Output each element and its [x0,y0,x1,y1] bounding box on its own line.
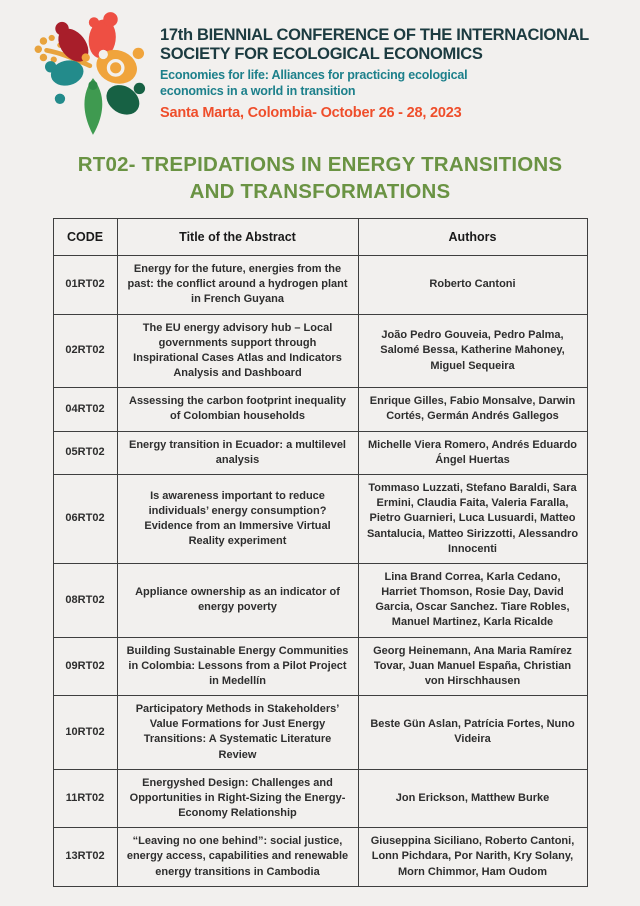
column-header-code: CODE [52,218,118,257]
abstract-authors: Roberto Cantoni [357,255,588,315]
session-title: RT02- TREPIDATIONS IN ENERGY TRANSITIONS… [0,151,640,205]
conference-title-line1: 17th BIENNIAL CONFERENCE OF THE INTERNAC… [160,26,589,44]
abstract-title: Assessing the carbon footprint inequalit… [116,387,359,432]
table-row: 05RT02 Energy transition in Ecuador: a m… [52,430,588,475]
abstract-title: “Leaving no one behind”: social justice,… [116,827,359,887]
table-row: 11RT02 Energyshed Design: Challenges and… [52,768,588,829]
abstract-authors: Tommaso Luzzati, Stefano Baraldi, Sara E… [357,473,588,564]
table-row: 13RT02 “Leaving no one behind”: social j… [52,827,588,887]
abstract-title: Energyshed Design: Challenges and Opport… [116,768,359,829]
session-title-line1: RT02- TREPIDATIONS IN ENERGY TRANSITIONS [77,153,563,176]
abstract-authors: Jon Erickson, Matthew Burke [357,768,588,829]
table-row: 09RT02 Building Sustainable Energy Commu… [52,636,588,697]
abstract-authors: Lina Brand Correa, Karla Cedano, Harriet… [357,562,588,638]
table-row: 04RT02 Assessing the carbon footprint in… [52,387,588,432]
abstract-code: 09RT02 [52,636,118,697]
hibiscus-flower-logo-icon [30,8,158,138]
abstract-title: Participatory Methods in Stakeholders’ V… [116,695,359,770]
abstract-authors: Beste Gün Aslan, Patrícia Fortes, Nuno V… [357,695,588,770]
abstract-authors: Georg Heinemann, Ana Maria Ramírez Tovar… [357,636,588,697]
abstract-code: 06RT02 [52,473,118,564]
abstracts-table: CODE Title of the Abstract Authors 01RT0… [52,218,588,887]
abstract-title: Energy for the future, energies from the… [116,255,359,315]
conference-title-line2: SOCIETY FOR ECOLOGICAL ECONOMICS [160,45,483,64]
conference-location-date: Santa Marta, Colombia- October 26 - 28, … [160,104,462,121]
abstract-code: 08RT02 [52,562,118,638]
abstract-code: 10RT02 [52,695,118,770]
abstract-title: Is awareness important to reduce individ… [116,473,359,564]
abstract-authors: Michelle Viera Romero, Andrés Eduardo Án… [357,430,588,475]
table-row: 02RT02 The EU energy advisory hub – Loca… [52,313,588,389]
table-row: 06RT02 Is awareness important to reduce … [52,473,588,564]
table-row: 08RT02 Appliance ownership as an indicat… [52,562,588,638]
conference-header-text: 17th BIENNIAL CONFERENCE OF THE INTERNAC… [160,8,589,121]
abstract-code: 05RT02 [52,430,118,475]
abstract-title: Building Sustainable Energy Communities … [116,636,359,697]
conference-header: 17th BIENNIAL CONFERENCE OF THE INTERNAC… [0,0,640,138]
hibiscus-flower-logo-graphic [34,12,146,135]
conference-subtitle: Economies for life: Alliances for practi… [160,68,589,99]
abstract-code: 11RT02 [52,768,118,829]
session-title-line2: AND TRANSFORMATIONS [189,180,451,204]
abstract-title: Appliance ownership as an indicator of e… [116,562,359,638]
abstract-authors: Enrique Gilles, Fabio Monsalve, Darwin C… [357,387,588,432]
abstract-authors: João Pedro Gouveia, Pedro Palma, Salomé … [357,313,588,389]
table-row: 01RT02 Energy for the future, energies f… [52,255,588,315]
abstract-code: 01RT02 [52,255,118,315]
table-header-row: CODE Title of the Abstract Authors [52,218,588,257]
abstract-code: 13RT02 [52,827,118,887]
abstract-code: 02RT02 [52,313,118,389]
conference-subtitle-line2: economics in a world in transition [160,83,356,98]
abstract-authors: Giuseppina Siciliano, Roberto Cantoni, L… [357,827,588,887]
table-row: 10RT02 Participatory Methods in Stakehol… [52,695,588,770]
abstract-title: Energy transition in Ecuador: a multilev… [116,430,359,475]
abstract-title: The EU energy advisory hub – Local gover… [116,313,359,389]
abstract-code: 04RT02 [52,387,118,432]
column-header-title: Title of the Abstract [116,218,359,257]
conference-title: 17th BIENNIAL CONFERENCE OF THE INTERNAC… [160,26,589,64]
column-header-authors: Authors [357,218,588,257]
conference-subtitle-line1: Economies for life: Alliances for practi… [160,68,468,83]
